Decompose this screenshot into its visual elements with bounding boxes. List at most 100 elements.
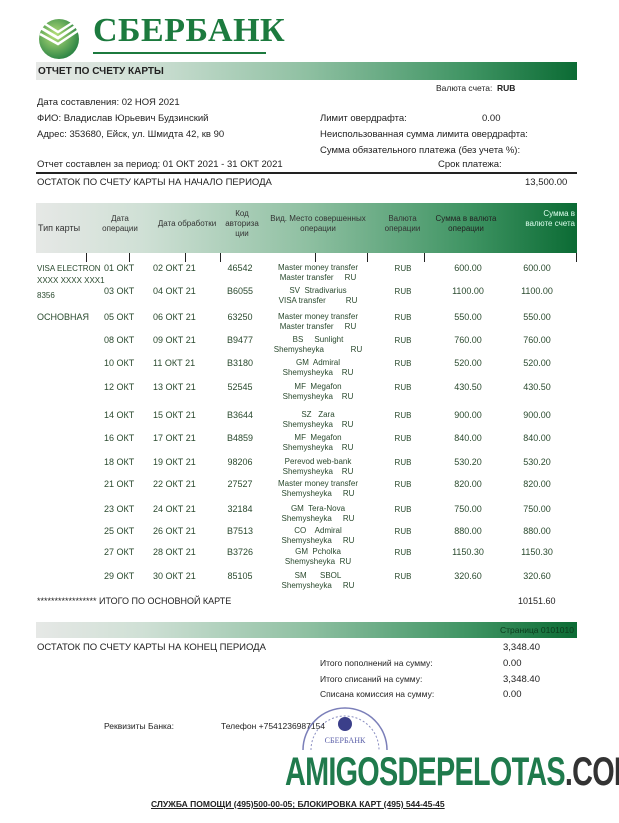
account-amount: 900.00 (523, 410, 551, 420)
unused-limit-label: Неиспользованная сумма лимита овердрафта… (320, 129, 528, 140)
op-amount: 1150.30 (452, 547, 484, 557)
closing-balance-label: ОСТАТОК ПО СЧЕТУ КАРТЫ НА КОНЕЦ ПЕРИОДА (37, 642, 266, 653)
table-header-band (36, 203, 577, 253)
card-category: ОСНОВНАЯ (37, 312, 90, 322)
card-number-suffix: 8356 (37, 291, 55, 300)
watermark-dark: .COM (564, 750, 619, 794)
operation-description: Master transfer RU (279, 322, 357, 331)
operation-description: GM Tera-Nova (290, 504, 346, 513)
op-amount: 900.00 (454, 410, 482, 420)
auth-code: B3726 (226, 547, 254, 557)
closing-balance-value: 3,348.40 (503, 642, 540, 653)
commission-label: Списана комиссия на сумму: (320, 689, 435, 699)
op-amount: 600.00 (454, 263, 482, 273)
page-band (36, 622, 577, 638)
op-amount: 320.60 (454, 571, 482, 581)
account-amount: 1150.30 (521, 547, 553, 557)
account-amount: 530.20 (523, 457, 551, 467)
op-date: 21 ОКТ (104, 479, 135, 489)
payment-due-label: Срок платежа: (438, 159, 502, 170)
op-currency: RUB (394, 383, 412, 392)
logo-underline (93, 52, 266, 54)
auth-code: 98206 (227, 457, 253, 467)
op-currency: RUB (394, 313, 412, 322)
operation-description: Shemysheyka RU (282, 368, 354, 377)
op-date: 05 ОКТ (104, 312, 135, 322)
page-number: Страница 0101010 (500, 625, 574, 635)
auth-code: B9477 (226, 335, 254, 345)
withdrawals-label: Итого списаний на сумму: (320, 674, 423, 684)
currency-value: RUB (497, 83, 516, 93)
op-amount: 750.00 (454, 504, 482, 514)
operation-description: Shemysheyka RU (282, 420, 354, 429)
op-date: 18 ОКТ (104, 457, 135, 467)
column-tick (185, 253, 186, 262)
op-currency: RUB (394, 287, 412, 296)
operation-description: VISA transfer RU (278, 296, 358, 305)
column-tick (129, 253, 130, 262)
th-card-type: Тип карты (38, 223, 81, 233)
divider (36, 172, 577, 174)
proc-date: 30 ОКТ 21 (153, 571, 196, 581)
proc-date: 13 ОКТ 21 (153, 382, 196, 392)
op-currency: RUB (394, 336, 412, 345)
commission-value: 0.00 (503, 689, 522, 700)
op-currency: RUB (394, 434, 412, 443)
proc-date: 02 ОКТ 21 (153, 263, 196, 273)
operation-description: Master money transfer (277, 263, 359, 272)
op-currency: RUB (394, 572, 412, 581)
operation-description: GM Pcholka (295, 547, 341, 556)
operation-description: GM Admiral (295, 358, 341, 367)
title-band (36, 62, 577, 80)
column-tick (424, 253, 425, 262)
auth-code: B7513 (226, 526, 254, 536)
proc-date: 22 ОКТ 21 (153, 479, 196, 489)
auth-code: 63250 (227, 312, 253, 322)
account-amount: 550.00 (523, 312, 551, 322)
operation-description: Perevod web-bank (284, 457, 352, 466)
operation-description: Shemysheyka RU (281, 581, 355, 590)
deposits-value: 0.00 (503, 658, 522, 669)
operation-description: Shemysheyka RU (273, 345, 363, 354)
auth-code: 46542 (227, 263, 253, 273)
op-currency: RUB (394, 548, 412, 557)
bank-phone: Телефон +7541236987154 (221, 721, 326, 731)
op-currency: RUB (394, 359, 412, 368)
proc-date: 04 ОКТ 21 (153, 286, 196, 296)
proc-date: 09 ОКТ 21 (153, 335, 196, 345)
auth-code: B3180 (226, 358, 254, 368)
th-op-amount: Сумма в валюта операции (435, 214, 497, 233)
op-currency: RUB (394, 264, 412, 273)
proc-date: 26 ОКТ 21 (153, 526, 196, 536)
th-description: Вид. Место совершенных операции (270, 214, 366, 233)
watermark-green: AMIGOSDEPELOTAS (285, 750, 566, 794)
report-period: Отчет составлен за период: 01 ОКТ 2021 -… (37, 159, 283, 170)
operation-description: Shemysheyka RU (282, 443, 354, 452)
op-currency: RUB (394, 527, 412, 536)
op-currency: RUB (394, 480, 412, 489)
operation-description: MF Megafon (294, 382, 342, 391)
account-amount: 1100.00 (521, 286, 553, 296)
operation-description: Shemysheyka RU (281, 489, 355, 498)
currency-label: Валюта счета: (436, 83, 493, 93)
op-currency: RUB (394, 505, 412, 514)
op-amount: 430.50 (454, 382, 482, 392)
account-amount: 320.60 (523, 571, 551, 581)
proc-date: 15 ОКТ 21 (153, 410, 196, 420)
account-amount: 430.50 (523, 382, 551, 392)
auth-code: B3644 (226, 410, 254, 420)
watermark: AMIGOSDEPELOTAS.COM (285, 752, 619, 792)
op-date: 03 ОКТ (104, 286, 135, 296)
proc-date: 24 ОКТ 21 (153, 504, 196, 514)
withdrawals-value: 3,348.40 (503, 674, 540, 685)
op-amount: 530.20 (454, 457, 482, 467)
bank-details-label: Реквизиты Банка: (104, 721, 175, 731)
operation-description: SM SBOL (294, 571, 342, 580)
card-total-label: ***************** ИТОГО ПО ОСНОВНОЙ КАРТ… (37, 596, 232, 606)
operation-description: Shemysheyka RU (282, 467, 354, 476)
card-type-line: VISA ELECTRON (37, 264, 101, 273)
operation-description: Shemysheyka RU (281, 514, 355, 523)
op-date: 25 ОКТ (104, 526, 135, 536)
opening-balance-label: ОСТАТОК ПО СЧЕТУ КАРТЫ НА НАЧАЛО ПЕРИОДА (37, 177, 272, 188)
account-amount: 840.00 (523, 433, 551, 443)
